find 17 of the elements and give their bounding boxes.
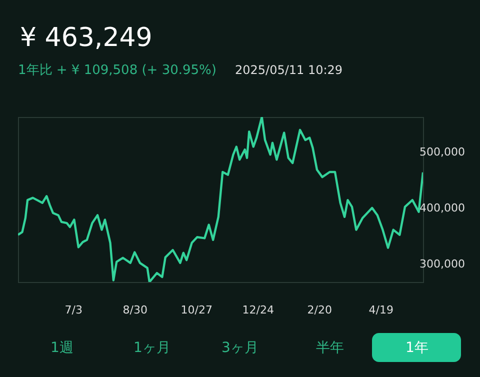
text: 3ヶ月 — [222, 340, 258, 356]
text: 2025/05/11 10:29 — [235, 63, 343, 77]
text: 半年 — [316, 340, 344, 356]
chart-subtitle: 1年比 + ¥ 109,508 (+ 30.95%) — [18, 63, 216, 78]
x-tick-label: 2/20 — [307, 304, 332, 316]
x-tick-label: 12/24 — [242, 304, 274, 316]
chart-title: ¥ 463,249 — [20, 23, 152, 53]
y-tick-label: 400,000 — [420, 201, 465, 214]
text: 1年 — [406, 340, 428, 356]
y-tick-label: 500,000 — [420, 145, 465, 158]
x-tick-label: 7/3 — [64, 304, 82, 316]
text: 1週 — [50, 340, 74, 356]
y-tick-label: 300,000 — [420, 258, 465, 271]
x-tick-label: 8/30 — [122, 304, 148, 316]
x-tick-label: 4/19 — [368, 304, 394, 316]
x-tick-label: 10/27 — [180, 304, 212, 316]
text: 1ヶ月 — [134, 340, 170, 356]
